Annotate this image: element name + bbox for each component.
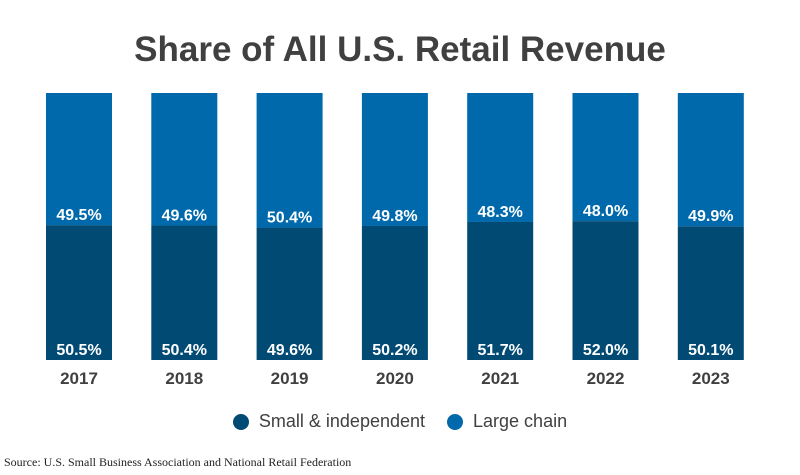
legend-item-small: Small & independent bbox=[232, 411, 426, 432]
bar-small-independent-2019 bbox=[256, 227, 323, 360]
data-label-large-2021: 48.3% bbox=[478, 204, 523, 221]
chart-title: Share of All U.S. Retail Revenue bbox=[134, 30, 666, 69]
data-label-large-2023: 49.9% bbox=[688, 208, 733, 225]
data-label-small-2019: 49.6% bbox=[267, 342, 312, 359]
bar-small-independent-2021 bbox=[467, 221, 534, 360]
data-label-small-2023: 50.1% bbox=[688, 342, 733, 359]
legend-swatch-large bbox=[447, 413, 464, 430]
data-label-large-2019: 50.4% bbox=[267, 210, 312, 227]
x-tick-label-2023: 2023 bbox=[692, 369, 730, 388]
x-tick-label-2022: 2022 bbox=[587, 369, 625, 388]
legend-label-small: Small & independent bbox=[258, 411, 426, 431]
bar-large-chain-2020 bbox=[361, 93, 428, 226]
bar-large-chain-2021 bbox=[467, 93, 534, 222]
x-tick-label-2021: 2021 bbox=[481, 369, 519, 388]
bar-large-chain-2017 bbox=[46, 93, 112, 226]
legend-item-large: Large chain bbox=[447, 411, 567, 432]
data-label-small-2021: 51.7% bbox=[478, 342, 523, 359]
bar-small-independent-2017 bbox=[46, 225, 112, 360]
x-tick-label-2019: 2019 bbox=[271, 369, 309, 388]
legend: Small & independent Large chain bbox=[0, 411, 800, 432]
bar-small-independent-2022 bbox=[572, 221, 639, 360]
bar-large-chain-2022 bbox=[572, 93, 639, 222]
data-label-small-2018: 50.4% bbox=[162, 342, 207, 359]
data-label-large-2017: 49.5% bbox=[56, 207, 101, 224]
data-label-large-2020: 49.8% bbox=[372, 208, 417, 225]
bar-large-chain-2023 bbox=[677, 93, 744, 227]
data-label-small-2020: 50.2% bbox=[372, 342, 417, 359]
legend-swatch-small bbox=[232, 413, 249, 430]
legend-label-large: Large chain bbox=[473, 411, 568, 431]
bar-small-independent-2023 bbox=[677, 226, 744, 360]
x-tick-label-2020: 2020 bbox=[376, 369, 414, 388]
source-note: Source: U.S. Small Business Association … bbox=[4, 455, 352, 469]
bar-small-independent-2018 bbox=[151, 225, 218, 360]
bar-large-chain-2018 bbox=[151, 93, 218, 226]
data-label-large-2018: 49.6% bbox=[162, 207, 207, 224]
bar-large-chain-2019 bbox=[256, 93, 323, 228]
bar-small-independent-2020 bbox=[361, 225, 428, 360]
data-label-small-2022: 52.0% bbox=[583, 342, 628, 359]
x-tick-label-2017: 2017 bbox=[60, 369, 98, 388]
stacked-bar-chart: 49.5% 50.5% 2017 49.6% 50.4% 2018 50.4% 49.6% 20… bbox=[46, 93, 744, 388]
data-label-small-2017: 50.5% bbox=[56, 342, 101, 359]
x-tick-label-2018: 2018 bbox=[165, 369, 203, 388]
data-label-large-2022: 48.0% bbox=[583, 203, 628, 220]
